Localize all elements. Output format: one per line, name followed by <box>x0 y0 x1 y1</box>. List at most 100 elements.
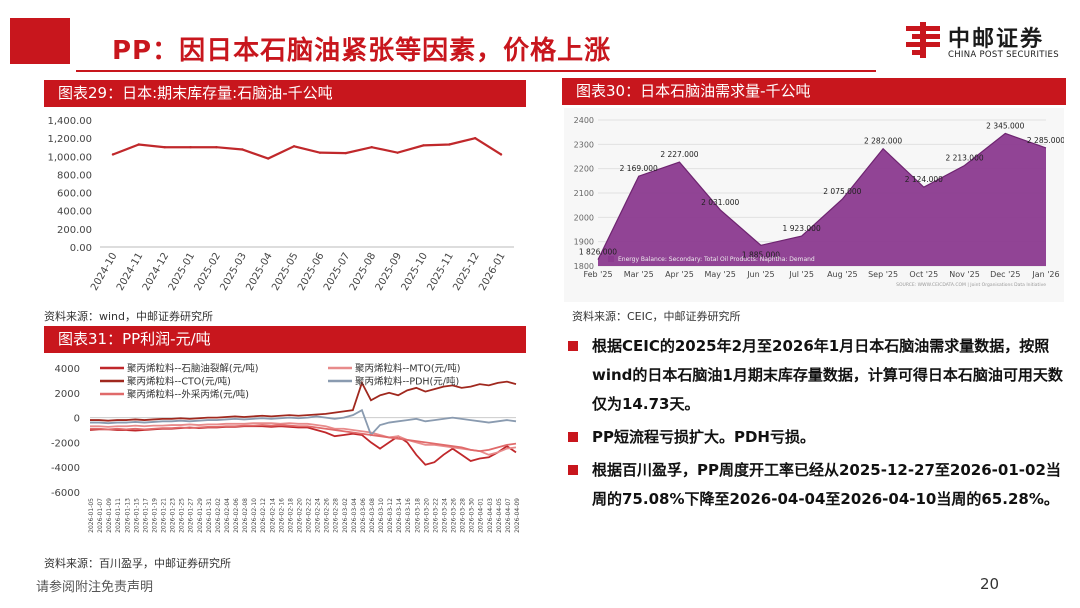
x-tick-label: 2026-03-18 <box>414 498 421 533</box>
y-tick-label: 1,400.00 <box>47 116 92 127</box>
y-tick-label: 2000 <box>574 213 594 222</box>
data-label: 2 345.000 <box>986 121 1024 130</box>
data-label: 2 169.000 <box>620 164 658 173</box>
x-tick-label: Jun '25 <box>746 270 774 279</box>
x-tick-label: 2026-03-02 <box>342 498 349 533</box>
x-tick-label: 2026-02-12 <box>260 498 267 533</box>
x-tick-label: 2026-02-04 <box>224 498 231 533</box>
chart30-source: 资料来源：CEIC，中邮证券研究所 <box>572 310 741 323</box>
data-label: 1 826.000 <box>579 248 617 257</box>
x-tick-label: 2026-03-30 <box>469 498 476 533</box>
x-tick-label: 2026-03-04 <box>351 498 358 533</box>
y-tick-label: 1900 <box>574 238 594 247</box>
x-tick-label: 2026-01 <box>477 251 507 293</box>
data-label: 2 124.000 <box>905 175 943 184</box>
x-tick-label: 2026-01-15 <box>133 498 140 533</box>
x-tick-label: 2026-04-01 <box>478 498 485 533</box>
chart29-plot: 1,400.00 1,200.00 1,000.00 800.00 600.00 400.… <box>47 116 514 293</box>
y-tick-label: -6000 <box>51 488 80 499</box>
x-tick-label: 2026-03-22 <box>432 498 439 533</box>
x-tick-label: 2026-02-14 <box>269 498 276 533</box>
x-tick-label: 2026-01-29 <box>197 498 204 533</box>
data-point <box>215 146 218 149</box>
y-tick-label: 1,000.00 <box>47 152 92 163</box>
bullet-square-icon <box>568 432 578 442</box>
x-tick-label: 2026-01-19 <box>151 498 158 533</box>
legend-swatch <box>608 256 614 262</box>
x-tick-label: Nov '25 <box>949 270 980 279</box>
legend-label: 聚丙烯粒料--MTO(元/吨) <box>355 363 460 375</box>
x-tick-label: 2026-01-09 <box>106 498 113 533</box>
x-tick-label: 2026-02-02 <box>215 498 222 533</box>
data-label: 2 282.000 <box>864 137 902 146</box>
x-tick-label: 2026-01-27 <box>188 498 195 533</box>
y-tick-label: 2400 <box>574 116 594 125</box>
x-tick-label: 2026-01-17 <box>142 498 149 533</box>
data-point <box>292 145 296 148</box>
profit-series-line <box>90 408 517 437</box>
x-tick-label: 2026-02-10 <box>251 498 258 533</box>
legend-label: 聚丙烯粒料--石脑油裂解(元/吨) <box>127 363 258 375</box>
x-tick-label: 2026-03-12 <box>387 498 394 533</box>
x-tick-label: 2026-01-07 <box>97 498 104 533</box>
x-tick-label: 2026-03-14 <box>396 498 403 533</box>
x-tick-label: 2026-02-18 <box>287 498 294 533</box>
data-point <box>499 153 503 156</box>
x-tick-label: 2026-03-24 <box>441 498 448 533</box>
x-tick-label: Mar '25 <box>624 270 654 279</box>
chart31-header: 图表31：PP利润-元/吨 <box>44 326 526 353</box>
page-title: PP：因日本石脑油紧张等因素，价格上涨 <box>112 36 612 66</box>
chart31-source: 资料来源：百川盈孚，中邮证券研究所 <box>44 557 231 570</box>
data-label: 2 031.000 <box>701 198 739 207</box>
y-tick-label: 400.00 <box>57 207 92 218</box>
logo-text-en: CHINA POST SECURITIES <box>948 50 1059 60</box>
title-underline <box>76 70 876 72</box>
y-tick-label: 2000 <box>55 389 80 400</box>
data-point <box>266 157 270 160</box>
x-tick-label: 2026-03-20 <box>423 498 430 533</box>
china-post-logo-icon <box>906 22 940 58</box>
bullet-item: PP短流程亏损扩大。PDH亏损。 <box>566 423 1066 452</box>
data-point <box>241 148 244 151</box>
x-tick-label: Oct '25 <box>909 270 938 279</box>
data-point <box>344 151 348 155</box>
bullet-item: 根据CEIC的2025年2月至2026年1月日本石脑油需求量数据，按照wind的… <box>566 332 1066 419</box>
demand-area <box>598 133 1046 266</box>
data-label: 1 885.000 <box>742 250 780 259</box>
x-tick-label: 2026-03-10 <box>378 498 385 533</box>
x-tick-label: 2026-03-08 <box>369 498 376 533</box>
data-point <box>396 151 399 154</box>
x-tick-label: 2026-01-21 <box>161 498 168 533</box>
y-tick-label: 0 <box>74 414 80 425</box>
page-number: 20 <box>980 575 1000 593</box>
y-tick-label: 4000 <box>55 364 80 375</box>
data-label: 2 213.000 <box>945 154 983 163</box>
bullet-square-icon <box>568 341 578 351</box>
chart30-plot: 2400 2300 2200 2100 2000 1900 1800 1 826.000 2 1… <box>564 108 1064 302</box>
x-tick-label: 2026-02-08 <box>242 498 249 533</box>
data-point <box>111 153 115 156</box>
y-tick-label: -2000 <box>51 438 80 449</box>
data-point <box>370 146 373 149</box>
x-tick-label: Apr '25 <box>665 270 694 279</box>
x-tick-label: 2026-01-13 <box>124 498 131 533</box>
x-tick-label: 2026-02-24 <box>315 498 322 533</box>
x-tick-label: 2026-02-16 <box>278 498 285 533</box>
x-tick-label: 2026-01-23 <box>170 498 177 533</box>
legend-label: 聚丙烯粒料--PDH(元/吨) <box>355 376 459 388</box>
y-tick-label: 2200 <box>574 165 594 174</box>
x-tick-label: 2026-03-16 <box>405 498 412 533</box>
y-tick-label: -4000 <box>51 463 80 474</box>
x-tick-label: 2026-04-07 <box>505 498 512 533</box>
x-tick-label: 2026-02-28 <box>333 498 340 533</box>
x-tick-label: 2026-03-06 <box>360 498 367 533</box>
bullet-square-icon <box>568 465 578 475</box>
y-tick-label: 1800 <box>574 262 594 271</box>
y-tick-label: 200.00 <box>57 225 92 236</box>
data-label: 2 285.000 <box>1027 136 1064 145</box>
profit-series-line <box>90 380 517 422</box>
y-tick-label: 1,200.00 <box>47 134 92 145</box>
chart29-source: 资料来源：wind，中邮证券研究所 <box>44 310 214 323</box>
x-tick-label: 2026-04-05 <box>496 498 503 533</box>
legend-label: Energy Balance: Secondary: Total Oil Pro… <box>618 256 815 263</box>
